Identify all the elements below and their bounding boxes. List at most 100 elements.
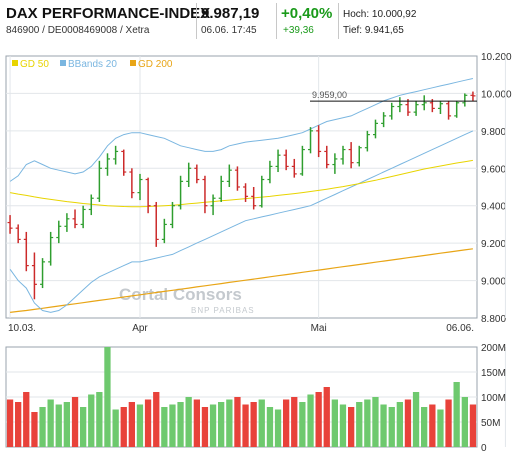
volume-axis-tick-label: 50M: [481, 418, 500, 429]
time-axis-tick-label: Apr: [132, 323, 148, 334]
volume-bar: [307, 394, 314, 447]
volume-bar: [283, 399, 290, 447]
volume-bar: [136, 404, 144, 447]
price-axis-tick-label: 9.400: [481, 202, 506, 213]
legend-label: BBands 20: [68, 59, 117, 70]
price-axis-tick-label: 10.200: [481, 52, 512, 63]
quote-time: 06.06. 17:45: [201, 25, 257, 36]
time-axis-tick-label: 06.06.: [446, 323, 474, 334]
time-axis-tick-label: 10.03.: [8, 323, 36, 334]
bbands-upper-line: [9, 78, 474, 182]
volume-bar: [388, 407, 395, 447]
volume-bar: [209, 404, 217, 447]
volume-bar: [153, 392, 160, 447]
day-low: Tief: 9.941,65: [343, 25, 404, 36]
volume-bar: [80, 407, 87, 447]
volume-bar: [331, 399, 338, 447]
volume-axis-tick-label: 100M: [481, 393, 506, 404]
volume-bar: [6, 399, 14, 447]
volume-bar: [291, 397, 298, 447]
watermark-subbrand: BNP PARIBAS: [191, 306, 255, 315]
volume-bar: [218, 402, 225, 447]
volume-bar: [31, 412, 38, 447]
price-panel-frame: [5, 55, 478, 319]
volume-bar: [339, 404, 347, 447]
volume-bar: [404, 399, 412, 447]
volume-bar: [169, 404, 176, 447]
volume-bar: [258, 399, 265, 447]
volume-bar: [396, 402, 403, 447]
volume-bar: [437, 409, 444, 447]
volume-axis-tick-label: 200M: [481, 343, 506, 354]
volume-bar: [380, 404, 387, 447]
time-axis-tick-label: Mai: [311, 323, 327, 334]
volume-bar: [274, 409, 282, 447]
volume-bar: [445, 399, 452, 447]
price-axis-tick-label: 8.800: [481, 314, 506, 325]
header-divider: [196, 3, 197, 39]
volume-bar: [421, 407, 428, 447]
volume-axis-tick-label: 0: [481, 443, 487, 453]
price-axis-tick-label: 9.200: [481, 239, 506, 250]
volume-bar: [348, 407, 355, 447]
volume-bar: [226, 399, 233, 447]
legend-swatch: [60, 60, 66, 66]
volume-bar: [47, 399, 54, 447]
volume-bar: [372, 397, 379, 447]
volume-bar: [364, 399, 371, 447]
index-title: DAX PERFORMANCE-INDEX: [6, 5, 211, 22]
volume-bar: [193, 399, 200, 447]
volume-bar: [412, 392, 420, 447]
volume-bar: [242, 404, 249, 447]
legend-swatch: [12, 60, 18, 66]
volume-bar: [323, 387, 330, 447]
volume-bar: [356, 402, 363, 447]
volume-bar: [429, 404, 436, 447]
volume-bar: [461, 397, 468, 447]
volume-bar: [201, 407, 209, 447]
volume-bar: [39, 407, 46, 447]
volume-bar: [63, 402, 70, 447]
quote-header: DAX PERFORMANCE-INDEX 846900 / DE0008469…: [0, 0, 514, 42]
last-price: 9.987,19: [201, 5, 260, 22]
volume-bar: [23, 392, 30, 447]
gd200-line: [10, 248, 473, 313]
volume-bar: [469, 404, 477, 447]
bbands-lower-line: [9, 130, 474, 313]
price-axis-tick-label: 9.800: [481, 127, 506, 138]
change-percent: +0,40%: [281, 5, 333, 22]
marker-label: 9.959,00: [312, 90, 347, 100]
volume-axis-tick-label: 150M: [481, 368, 506, 379]
price-axis-tick-label: 9.600: [481, 164, 506, 175]
price-axis-tick-label: 9.000: [481, 277, 506, 288]
volume-bar: [144, 399, 152, 447]
volume-bar: [177, 402, 184, 447]
gd50-line: [10, 159, 473, 208]
volume-bar: [185, 397, 192, 447]
volume-bar: [299, 402, 306, 447]
volume-bar: [315, 392, 322, 447]
volume-bar: [128, 402, 135, 447]
volume-bar: [104, 347, 111, 447]
header-divider: [276, 3, 277, 39]
volume-bar: [55, 404, 62, 447]
legend-label: GD 200: [138, 59, 173, 70]
volume-bar: [161, 407, 168, 447]
volume-bar: [250, 402, 257, 447]
volume-bar: [453, 382, 460, 447]
volume-bar: [88, 394, 95, 447]
volume-bar: [120, 407, 127, 447]
volume-bar: [15, 402, 22, 447]
index-identifier: 846900 / DE0008469008 / Xetra: [6, 25, 150, 36]
price-axis-tick-label: 10.000: [481, 89, 512, 100]
volume-bar: [266, 407, 274, 447]
volume-bar: [96, 392, 103, 447]
day-high: Hoch: 10.000,92: [343, 9, 417, 20]
volume-bar: [234, 397, 241, 447]
header-divider: [338, 3, 339, 39]
volume-bar: [71, 397, 79, 447]
legend-label: GD 50: [20, 59, 49, 70]
change-absolute: +39,36: [283, 25, 314, 36]
watermark-brand: Cortal Consors: [119, 285, 242, 304]
